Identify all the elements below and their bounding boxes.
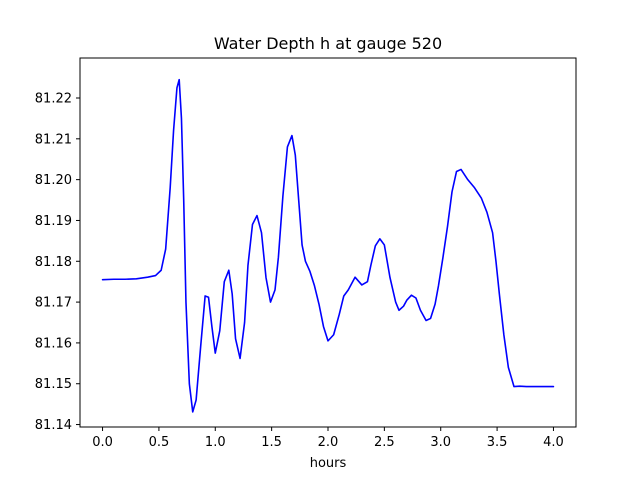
y-axis: 81.14 81.15 81.16 81.17 81.18 81.19 81.20 81.21… bbox=[35, 92, 80, 433]
x-tick-label: 1.5 bbox=[261, 435, 282, 450]
y-tick-label: 81.15 bbox=[35, 377, 72, 392]
x-axis-label: hours bbox=[310, 456, 347, 471]
y-tick-label: 81.16 bbox=[35, 336, 72, 351]
x-tick-label: 1.0 bbox=[205, 435, 226, 450]
y-tick-label: 81.18 bbox=[35, 255, 72, 270]
x-tick-label: 3.0 bbox=[430, 435, 451, 450]
series-line-0 bbox=[101, 78, 555, 413]
x-tick-label: 0.0 bbox=[92, 435, 113, 450]
x-tick-label: 0.5 bbox=[149, 435, 170, 450]
x-tick-label: 2.0 bbox=[318, 435, 339, 450]
x-axis: 0.0 0.5 1.0 1.5 2.0 2.5 3.0 3.5 4.0 bbox=[92, 427, 564, 450]
x-tick-label: 3.5 bbox=[487, 435, 508, 450]
y-tick-label: 81.19 bbox=[35, 214, 72, 229]
y-tick-label: 81.21 bbox=[35, 132, 72, 147]
y-tick-label: 81.14 bbox=[35, 418, 72, 433]
y-tick-label: 81.20 bbox=[35, 173, 72, 188]
plot-area bbox=[79, 57, 577, 428]
x-tick-label: 2.5 bbox=[374, 435, 395, 450]
y-tick-label: 81.17 bbox=[35, 296, 72, 311]
chart-title: Water Depth h at gauge 520 bbox=[214, 34, 442, 53]
y-tick-label: 81.22 bbox=[35, 92, 72, 107]
x-tick-label: 4.0 bbox=[543, 435, 564, 450]
plot-frame bbox=[79, 57, 577, 428]
